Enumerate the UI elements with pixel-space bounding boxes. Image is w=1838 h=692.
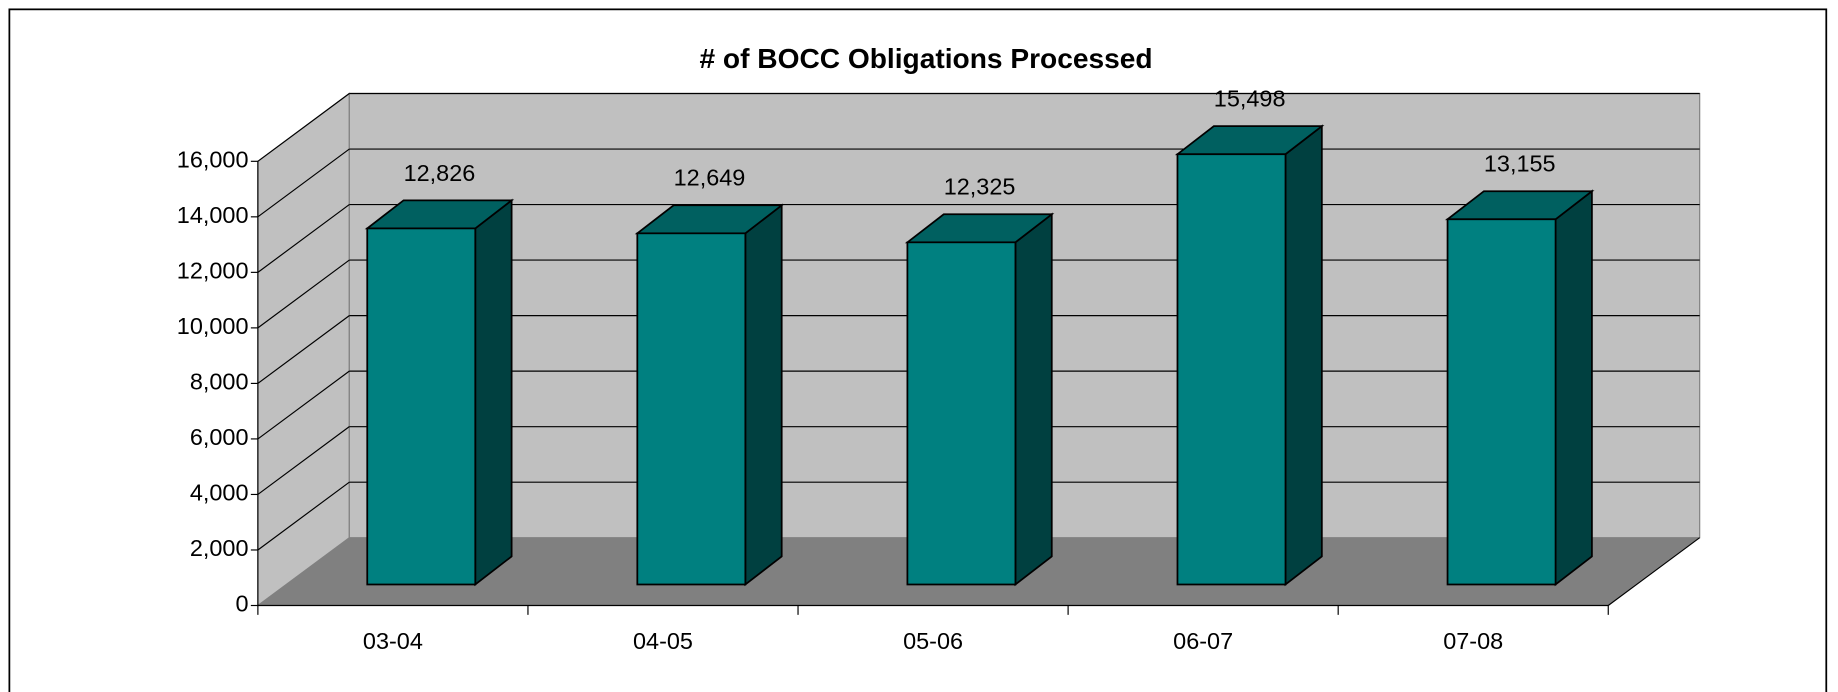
bar-side	[1284, 124, 1323, 587]
y-tick-label: 2,000	[190, 535, 249, 561]
grid-line	[257, 426, 350, 495]
bar-side	[1014, 212, 1053, 587]
y-tick-label: 4,000	[190, 480, 249, 506]
x-tick-label: 06-07	[1173, 628, 1233, 654]
x-tick-label: 03-04	[363, 628, 423, 654]
x-tick-label: 05-06	[903, 628, 963, 654]
y-tick-label: 12,000	[177, 258, 249, 284]
y-tick-label: 10,000	[177, 313, 249, 339]
bar	[906, 241, 1017, 586]
x-tick-label: 07-08	[1443, 628, 1503, 654]
y-tick-label: 6,000	[190, 424, 249, 450]
bar-side	[744, 203, 783, 587]
grid-line	[257, 315, 350, 384]
bar-side	[474, 198, 513, 587]
y-tick-label: 16,000	[177, 147, 249, 173]
grid-line	[257, 370, 350, 440]
bar	[1446, 218, 1557, 586]
grid-line	[257, 204, 350, 273]
grid-line	[257, 481, 350, 551]
y-tick-label: 14,000	[177, 202, 249, 228]
x-axis-depth	[1607, 537, 1701, 606]
grid-line	[257, 259, 350, 329]
chart-title: # of BOCC Obligations Processed	[699, 43, 1152, 74]
value-label: 12,826	[404, 160, 476, 186]
grid-line	[257, 148, 350, 218]
y-tick-label: 8,000	[190, 369, 249, 395]
bar-side	[1554, 189, 1593, 587]
value-label: 15,498	[1214, 86, 1286, 112]
y-tick-label: 0	[235, 591, 248, 617]
bar	[366, 227, 477, 586]
x-tick-label: 04-05	[633, 628, 693, 654]
value-label: 12,649	[674, 165, 746, 191]
bar	[1176, 153, 1287, 586]
grid-line	[257, 93, 350, 162]
bar	[636, 232, 747, 586]
value-label: 13,155	[1484, 151, 1556, 177]
value-label: 12,325	[944, 174, 1016, 200]
